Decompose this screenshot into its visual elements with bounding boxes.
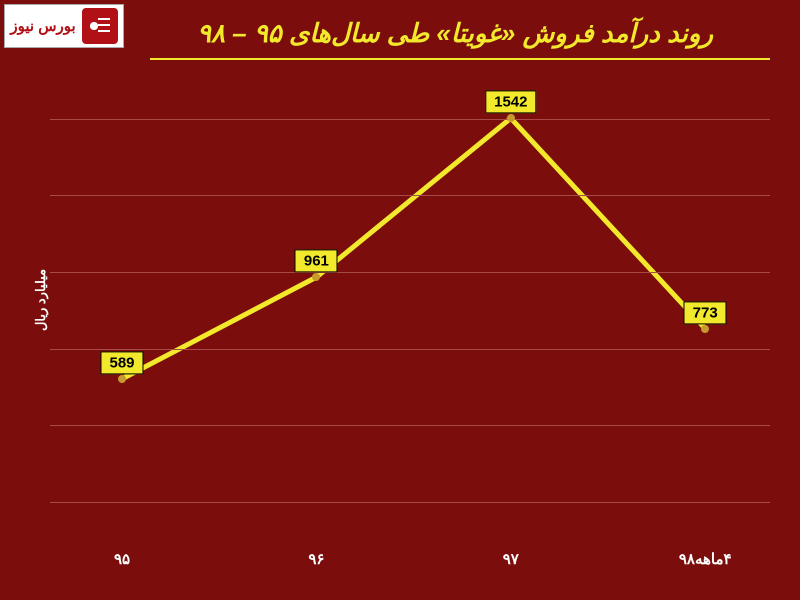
x-axis-tick-label: ۹۷	[503, 550, 519, 568]
chart-plot-area: 589 961 1542 773	[50, 75, 770, 540]
logo-text: بورس نیوز	[10, 17, 75, 35]
data-marker	[701, 325, 709, 333]
logo: بورس نیوز	[4, 4, 124, 48]
y-axis-label: میلیارد ریال	[33, 269, 49, 331]
data-marker	[312, 273, 320, 281]
data-marker	[118, 375, 126, 383]
x-axis-tick-label: ۹۵	[114, 550, 130, 568]
title-underline	[150, 58, 770, 60]
x-axis-tick-label: ۴ماهه۹۸	[679, 550, 732, 568]
chart-title: روند درآمد فروش «غویتا» طی سال‌های ۹۵ – …	[140, 18, 770, 49]
x-axis-labels: ۹۵ ۹۶ ۹۷ ۴ماهه۹۸	[50, 550, 770, 580]
gridline	[50, 349, 770, 350]
data-label: 773	[684, 301, 727, 324]
data-label: 961	[295, 250, 338, 273]
data-label: 1542	[485, 91, 536, 114]
gridline	[50, 119, 770, 120]
gridline	[50, 195, 770, 196]
gridline	[50, 425, 770, 426]
x-axis-tick-label: ۹۶	[308, 550, 324, 568]
gridline	[50, 272, 770, 273]
data-label: 589	[100, 351, 143, 374]
gridline	[50, 502, 770, 503]
data-marker	[507, 114, 515, 122]
logo-mark-icon	[82, 8, 118, 44]
line-series	[50, 75, 770, 540]
